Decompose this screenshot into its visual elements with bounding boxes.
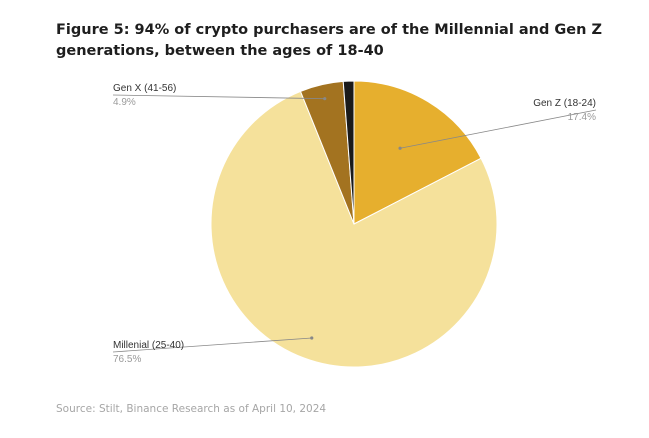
figure-title: Figure 5: 94% of crypto purchasers are o… [56, 22, 603, 59]
leader-dot-gen-z [398, 146, 402, 150]
pie-slice-millenial [210, 90, 498, 368]
leader-line-gen-x [112, 94, 325, 100]
pie-slices [210, 80, 498, 368]
slice-value-millenial: 76.5% [113, 354, 141, 365]
slice-value-gen-x: 4.9% [113, 97, 136, 108]
source-note: Source: Stilt, Binance Research as of Ap… [56, 403, 327, 415]
leader-dot-gen-x [323, 97, 327, 101]
leader-lines [112, 94, 597, 353]
slice-label-millenial: Millenial (25-40) [113, 340, 184, 351]
slice-label-gen-z: Gen Z (18-24) [533, 98, 596, 109]
pie-slice-gen-z [353, 80, 482, 225]
leader-line-gen-z [400, 109, 597, 149]
leader-dot-millenial [310, 336, 314, 340]
slice-value-gen-z: 17.4% [568, 112, 596, 123]
leader-line-millenial [112, 337, 312, 353]
slice-label-gen-x: Gen X (41-56) [113, 83, 176, 94]
pie-slice-other [342, 80, 355, 225]
